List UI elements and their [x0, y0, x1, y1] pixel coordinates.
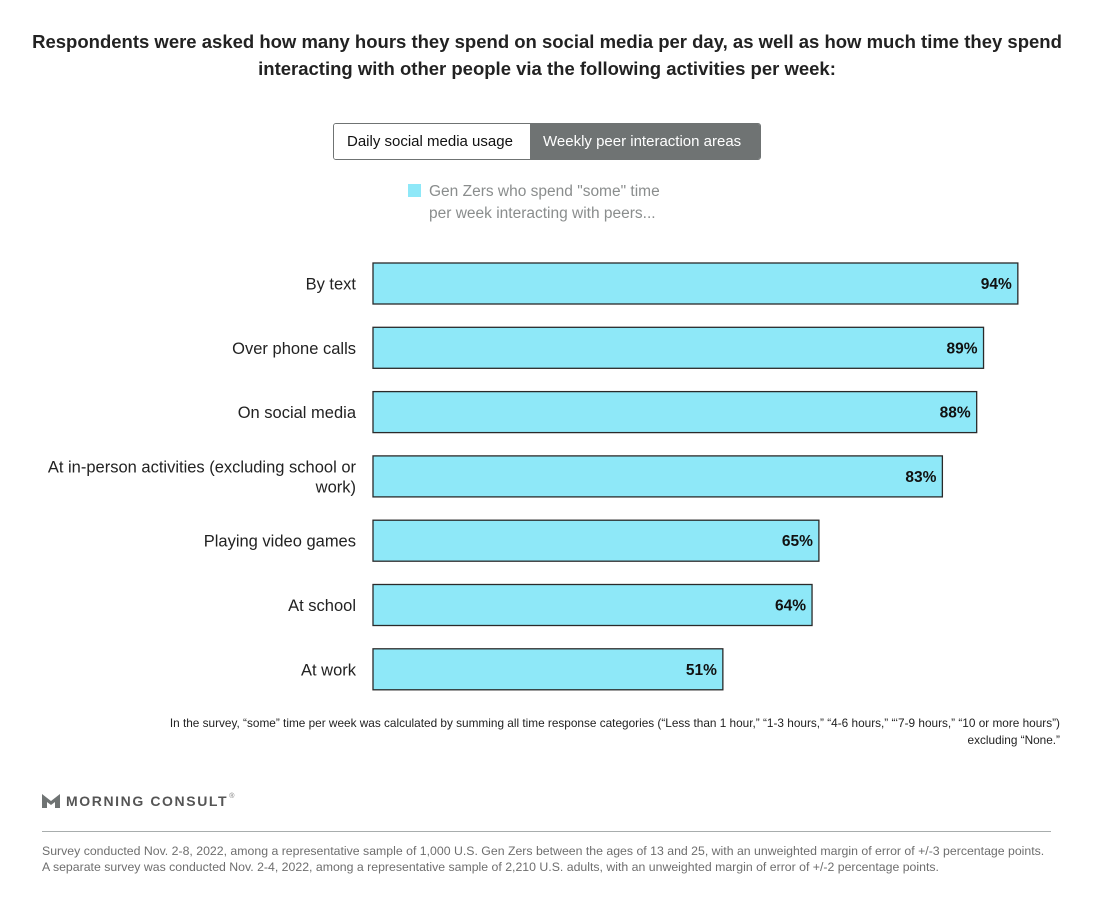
- category-label-2: On social media: [238, 404, 357, 422]
- bar-3[interactable]: [372, 455, 944, 498]
- value-label-0: 94%: [981, 276, 1012, 293]
- legend-label-line-2: per week interacting with peers...: [429, 205, 656, 222]
- value-label-1: 89%: [947, 340, 978, 357]
- morning-consult-logo-icon: [42, 794, 60, 808]
- value-label-5: 64%: [775, 598, 806, 615]
- bar-0[interactable]: [372, 262, 1019, 305]
- bar-6[interactable]: [372, 648, 724, 691]
- category-label-0: By text: [306, 276, 357, 294]
- bar-2[interactable]: [372, 390, 978, 434]
- category-label-3-line-0: At in-person activities (excluding schoo…: [48, 458, 357, 476]
- chart-legend: Gen Zers who spend "some" time per week …: [408, 181, 719, 225]
- category-label-4: Playing video games: [204, 533, 356, 551]
- brand-trademark: ®: [229, 792, 235, 800]
- chart-title: Respondents were asked how many hours th…: [20, 28, 1074, 82]
- chart-title-line-2: interacting with other people via the fo…: [258, 58, 836, 79]
- value-label-4: 65%: [782, 533, 813, 550]
- category-label-5: At school: [288, 597, 356, 615]
- bar-4[interactable]: [372, 519, 820, 562]
- toggle-daily-social-media-usage[interactable]: Daily social media usage: [334, 124, 530, 159]
- value-label-3: 83%: [905, 469, 936, 486]
- survey-note-line-1: In the survey, “some” time per week was …: [169, 716, 1060, 730]
- legend-label: Gen Zers who spend "some" time per week …: [429, 181, 719, 225]
- bar-chart: 94% By text 89% Over phone calls 88% On socia…: [48, 262, 1019, 691]
- value-label-6: 51%: [686, 662, 717, 679]
- bar-1[interactable]: [372, 326, 985, 369]
- view-toggle: Daily social media usage Weekly peer int…: [333, 123, 761, 160]
- legend-label-line-1: Gen Zers who spend "some" time: [429, 183, 660, 200]
- brand-logo: MORNING CONSULT ®: [42, 793, 234, 809]
- category-label-6: At work: [301, 661, 357, 679]
- chart-title-line-1: Respondents were asked how many hours th…: [32, 31, 1062, 52]
- category-label-3-line-1: work): [315, 478, 356, 496]
- survey-note-line-2: excluding “None.”: [967, 733, 1060, 747]
- survey-note: In the survey, “some” time per week was …: [60, 715, 1060, 749]
- methodology-footer: Survey conducted Nov. 2-8, 2022, among a…: [42, 844, 1045, 874]
- footer-divider: [42, 831, 1051, 832]
- value-label-2: 88%: [940, 405, 971, 422]
- bar-5[interactable]: [372, 583, 813, 627]
- category-label-1: Over phone calls: [232, 340, 356, 358]
- toggle-weekly-peer-interaction-areas[interactable]: Weekly peer interaction areas: [530, 124, 760, 159]
- brand-name: MORNING CONSULT: [66, 793, 229, 809]
- legend-swatch: [408, 184, 421, 197]
